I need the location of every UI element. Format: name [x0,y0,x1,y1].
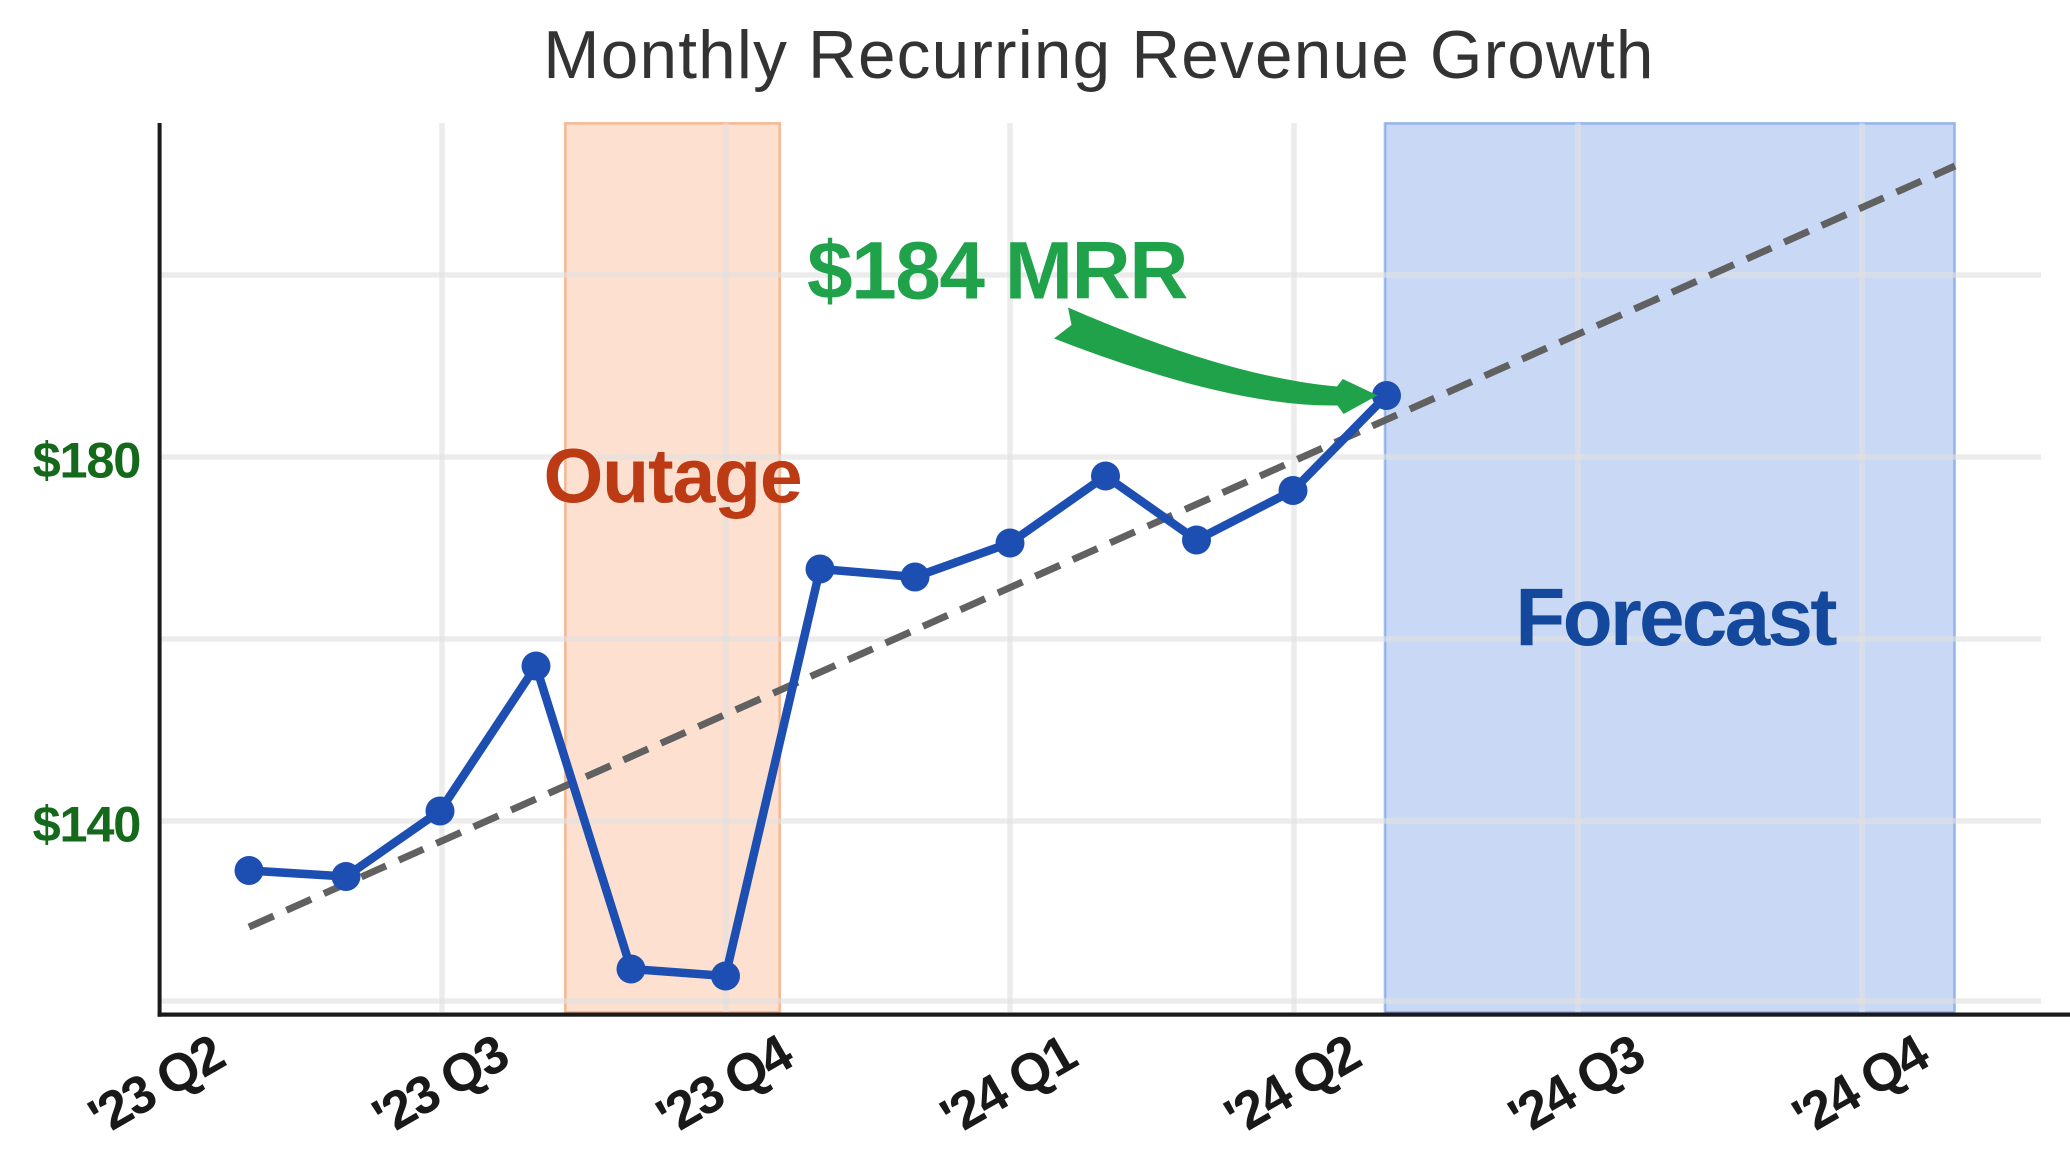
svg-text:'23 Q4: '23 Q4 [647,1023,803,1147]
svg-text:$140: $140 [33,796,141,853]
svg-text:Monthly Recurring Revenue Grow: Monthly Recurring Revenue Growth [543,18,1654,93]
svg-text:'23 Q3: '23 Q3 [363,1024,518,1147]
svg-text:'24 Q4: '24 Q4 [1783,1023,1939,1147]
svg-text:Outage: Outage [543,434,801,520]
svg-text:'24 Q3: '24 Q3 [1499,1024,1654,1147]
svg-text:'24 Q2: '24 Q2 [1215,1024,1370,1147]
svg-text:Forecast: Forecast [1515,572,1837,663]
svg-text:$184 MRR: $184 MRR [807,226,1187,317]
svg-text:'24 Q1: '24 Q1 [931,1024,1086,1147]
svg-text:$180: $180 [33,432,141,489]
svg-text:'23 Q2: '23 Q2 [79,1024,234,1147]
